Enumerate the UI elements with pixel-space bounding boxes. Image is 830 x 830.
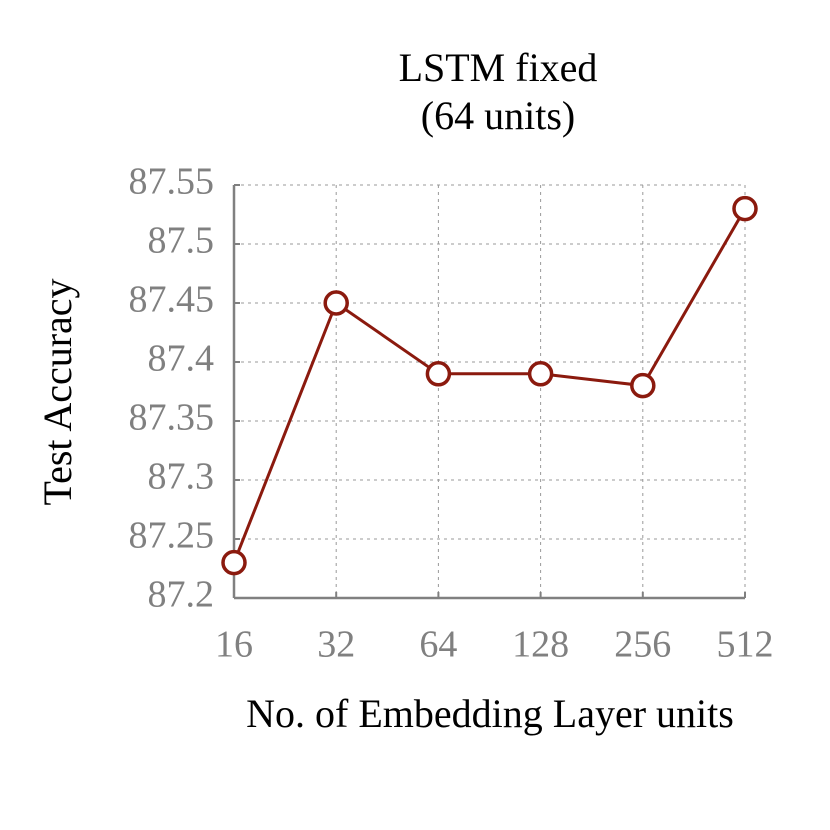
- x-tick-label: 32: [317, 624, 355, 666]
- data-point: [732, 195, 758, 222]
- y-tick-label: 87.25: [129, 515, 215, 557]
- y-tick-label: 87.2: [148, 574, 215, 616]
- x-tick-label: 512: [717, 624, 774, 666]
- y-tick-label: 87.45: [129, 279, 215, 321]
- data-point: [221, 549, 247, 576]
- y-tick-label: 87.55: [129, 161, 215, 203]
- y-axis-label: Test Accuracy: [35, 278, 80, 505]
- data-point: [630, 372, 656, 399]
- x-tick-label: 128: [512, 624, 569, 666]
- x-tick-label: 16: [215, 624, 253, 666]
- y-tick-label: 87.5: [148, 220, 215, 262]
- data-point: [323, 290, 349, 316]
- y-tick-label: 87.4: [148, 338, 215, 380]
- x-tick-label: 64: [419, 624, 457, 666]
- y-tick-label: 87.35: [129, 397, 215, 439]
- data-point: [425, 361, 452, 387]
- chart-subtitle: (64 units): [421, 93, 575, 138]
- chart-title: LSTM fixed: [399, 45, 598, 90]
- data-point: [527, 361, 554, 387]
- x-tick-label: 256: [614, 624, 671, 666]
- x-axis-label: No. of Embedding Layer units: [246, 691, 734, 736]
- y-tick-label: 87.3: [148, 456, 215, 498]
- data-line: [232, 207, 747, 564]
